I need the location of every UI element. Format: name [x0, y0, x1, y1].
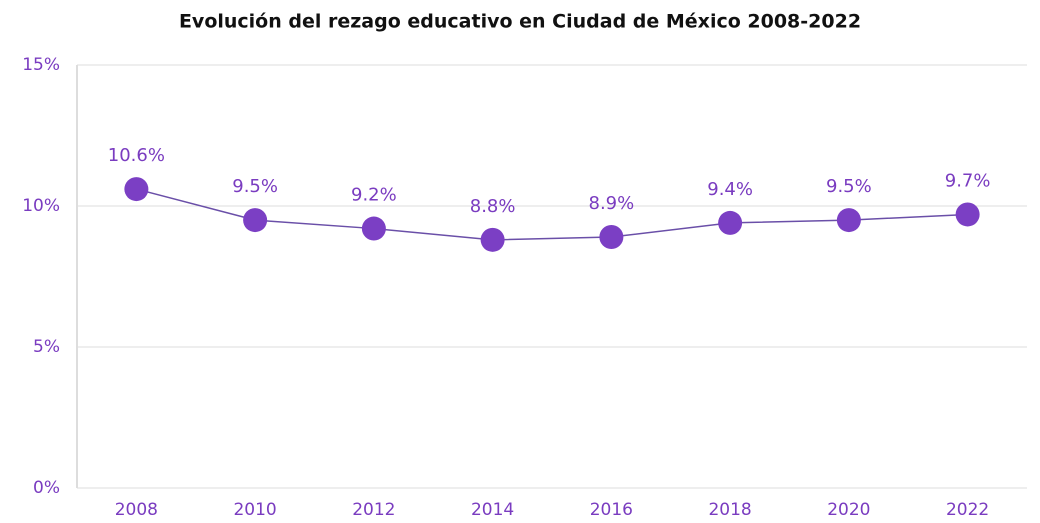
data-point [124, 177, 149, 202]
x-tick-label: 2008 [115, 500, 158, 520]
data-label: 10.6% [108, 145, 165, 166]
data-point [361, 216, 386, 241]
y-tick-label: 0% [33, 478, 60, 498]
series-line [136, 188, 968, 241]
data-label: 9.2% [351, 185, 397, 206]
data-point [955, 202, 980, 227]
data-point [718, 210, 743, 235]
data-label: 8.9% [589, 193, 635, 214]
data-point [480, 227, 505, 252]
data-point [836, 208, 861, 233]
data-point [599, 225, 624, 250]
chart-title: Evolución del rezago educativo en Ciudad… [179, 11, 861, 33]
y-tick-label: 10% [22, 196, 60, 216]
x-tick-label: 2016 [590, 500, 633, 520]
y-tick-label: 15% [22, 55, 60, 75]
data-label: 9.4% [707, 179, 753, 200]
x-tick-label: 2020 [827, 500, 870, 520]
x-tick-label: 2018 [708, 500, 751, 520]
data-label: 9.7% [945, 170, 991, 191]
data-label: 8.8% [470, 196, 516, 217]
data-label: 9.5% [826, 176, 872, 197]
x-tick-label: 2010 [233, 500, 276, 520]
x-tick-label: 2012 [352, 500, 395, 520]
y-tick-label: 5% [33, 337, 60, 357]
data-label: 9.5% [232, 176, 278, 197]
x-tick-label: 2014 [471, 500, 514, 520]
data-point [243, 208, 268, 233]
x-tick-label: 2022 [946, 500, 989, 520]
